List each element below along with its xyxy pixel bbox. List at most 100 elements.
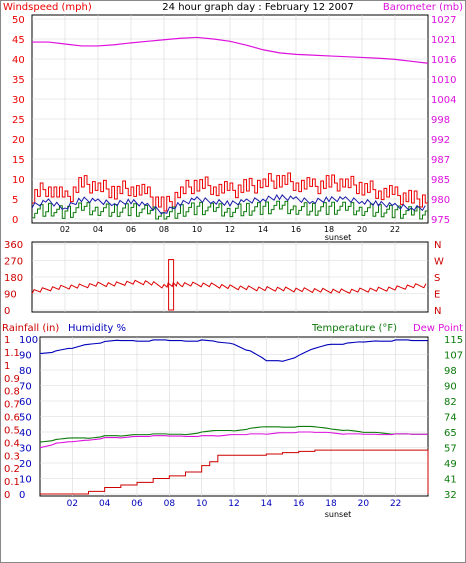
barometer-tick: 998 <box>431 115 450 126</box>
rainfall-line <box>40 449 429 495</box>
temperature-tick: 82 <box>444 397 457 408</box>
dew-point-line <box>39 431 428 449</box>
rainfall-tick: 1 <box>4 335 10 346</box>
hour-tick: 12 <box>228 499 239 509</box>
windspeed-tick: 45 <box>12 35 25 46</box>
rainfall-tick: 0.1 <box>4 477 20 488</box>
temperature-ticks: 115 107 98 90 82 74 65 57 49 41 32 <box>444 335 463 501</box>
rainfall-ticks: 1 1.1 1 0.9 0.8 0.7 0.60.5 0.4 0.3 0.2 0.1 0 <box>4 335 20 501</box>
direction-compass-tick: N <box>434 240 441 251</box>
humidity-tick: 0 <box>19 490 25 501</box>
barometer-tick: 1021 <box>431 35 456 46</box>
barometer-tick: 1004 <box>431 95 456 106</box>
temperature-tick: 65 <box>444 428 457 439</box>
rainfall-axis-label: Rainfall (in) <box>2 323 59 334</box>
temperature-tick: 49 <box>444 459 457 470</box>
rainfall-tick: 0.2 <box>4 464 20 475</box>
temperature-tick: 57 <box>444 444 457 455</box>
graph-title: 24 hour graph day : February 12 2007 <box>162 2 353 13</box>
temperature-axis-label: Temperature (°F) <box>311 323 397 334</box>
rainfall-tick: 0.7 <box>4 400 20 411</box>
hour-tick: 18 <box>324 225 334 234</box>
temperature-line <box>39 425 428 443</box>
rainfall-tick: 0.9 <box>4 374 20 385</box>
wind-direction-line <box>31 279 427 295</box>
direction-grid <box>32 242 428 312</box>
humidity-tick: 30 <box>19 444 32 455</box>
rainfall-tick: 0.3 <box>4 451 20 462</box>
hour-tick: 16 <box>291 225 301 234</box>
dewpoint-axis-label: Dew Point <box>413 323 463 334</box>
temperature-tick: 98 <box>444 366 457 377</box>
hour-tick: 12 <box>225 225 235 234</box>
humidity-tick: 50 <box>19 413 32 424</box>
barometer-tick: 985 <box>431 175 450 186</box>
humidity-tick: 10 <box>19 475 32 486</box>
windspeed-tick: 40 <box>12 55 25 66</box>
temperature-tick: 74 <box>444 413 457 424</box>
humidity-tick: 20 <box>19 459 32 470</box>
barometer-line <box>32 36 429 64</box>
humidity-tick: 70 <box>19 382 32 393</box>
hour-tick: 08 <box>164 499 176 509</box>
hour-tick: 22 <box>390 225 400 234</box>
temperature-tick: 107 <box>444 351 463 362</box>
thp-sunset-label: sunset <box>325 510 352 519</box>
thp-series <box>39 339 429 495</box>
direction-degree-tick: 0 <box>4 306 10 317</box>
barometer-tick: 987 <box>431 155 450 166</box>
average-wind-line <box>32 200 428 220</box>
rainfall-tick: 0.5 <box>4 425 20 436</box>
direction-compass-tick: W <box>434 257 444 268</box>
rainfall-tick: 1 <box>4 361 10 372</box>
direction-compass-tick: E <box>434 290 440 301</box>
hour-tick: 22 <box>390 499 401 509</box>
direction-degree-tick: 90 <box>4 290 17 301</box>
direction-compass-tick: S <box>434 273 440 284</box>
humidity-axis-label: Humidity % <box>68 323 126 334</box>
hour-tick: 16 <box>293 499 305 509</box>
wind-direction-spike <box>168 259 175 311</box>
direction-degree-ticks: 360 270 180 90 0 <box>4 240 23 317</box>
barometer-tick: 980 <box>431 195 450 206</box>
hour-tick: 02 <box>60 225 70 234</box>
rainfall-tick: 0.4 <box>4 438 20 449</box>
barometer-tick: 975 <box>431 215 450 226</box>
hour-tick: 04 <box>93 225 103 234</box>
windspeed-tick: 25 <box>12 115 25 126</box>
windspeed-tick: 0 <box>12 215 18 226</box>
wind-hour-ticks: 02 04 06 08 10 12 14 16 18 20 22 <box>60 225 400 234</box>
hour-tick: 06 <box>126 225 136 234</box>
barometer-tick: 1016 <box>431 55 456 66</box>
humidity-tick: 40 <box>19 428 32 439</box>
hour-tick: 10 <box>192 225 202 234</box>
windspeed-tick: 35 <box>12 75 25 86</box>
barometer-tick: 992 <box>431 135 450 146</box>
windspeed-line <box>32 172 428 212</box>
temperature-tick: 90 <box>444 382 457 393</box>
temperature-tick: 115 <box>444 335 463 346</box>
hour-tick: 14 <box>258 225 268 234</box>
hour-tick: 04 <box>99 499 111 509</box>
direction-compass-tick: N <box>434 306 441 317</box>
direction-degree-tick: 180 <box>4 273 23 284</box>
barometer-tick: 1010 <box>431 75 456 86</box>
windspeed-tick: 50 <box>12 15 25 26</box>
rainfall-tick: 0.6 <box>4 413 20 424</box>
humidity-tick: 80 <box>19 366 32 377</box>
hour-tick: 20 <box>358 499 370 509</box>
humidity-tick: 60 <box>19 397 32 408</box>
direction-degree-tick: 360 <box>4 240 23 251</box>
windspeed-trend-line <box>31 193 426 215</box>
rainfall-tick: 0 <box>4 490 10 501</box>
rainfall-tick: 0.8 <box>4 387 20 398</box>
windspeed-tick: 10 <box>12 175 25 186</box>
windspeed-tick: 15 <box>12 155 25 166</box>
hour-tick: 06 <box>131 499 143 509</box>
